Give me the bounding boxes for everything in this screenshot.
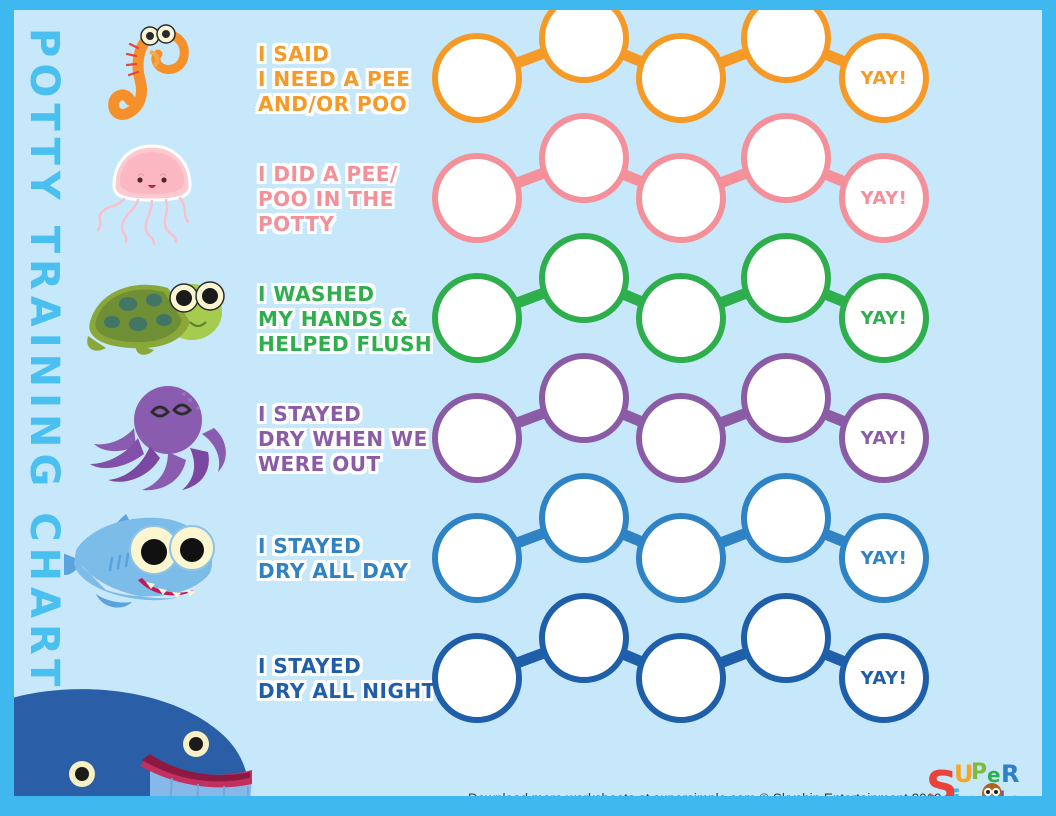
row-label-line: I STAYED xyxy=(258,534,362,558)
svg-text:YAY!: YAY! xyxy=(860,68,908,89)
chart-row: I STAYED DRY WHEN WE WERE OUT YAY! xyxy=(14,353,1042,496)
sticker-track[interactable]: YAY! xyxy=(422,10,1022,136)
super-simple-logo[interactable]: S U P e R i m p l e xyxy=(924,762,1036,796)
turtle-icon xyxy=(64,256,234,376)
footer-credit: Download more worksheets at supersimple.… xyxy=(468,791,942,796)
svg-text:m: m xyxy=(960,787,987,796)
row-label-line: POTTY xyxy=(258,212,335,236)
row-label-line: I WASHED xyxy=(258,282,375,306)
svg-text:S: S xyxy=(926,762,958,796)
chart-row: I DID A PEE/POO IN THE POTTY YAY! xyxy=(14,113,1042,256)
sticker-track[interactable]: YAY! xyxy=(422,233,1022,376)
svg-text:R: R xyxy=(1001,762,1019,788)
row-label-line: AND/OR POO xyxy=(258,92,408,116)
row-label-line: POO IN THE xyxy=(258,187,394,211)
chart-row: I STAYED DRY ALL DAY YAY! xyxy=(14,473,1042,616)
octopus-icon xyxy=(64,376,234,496)
sticker-track[interactable]: YAY! xyxy=(422,113,1022,256)
svg-text:i: i xyxy=(952,785,961,796)
row-label-line: I STAYED xyxy=(258,402,362,426)
row-label: I SAID I NEED A PEE AND/OR POO xyxy=(258,42,438,117)
chart-row: I SAID I NEED A PEE AND/OR POO YAY! xyxy=(14,10,1042,136)
chart-row: I STAYED DRY ALL NIGHT YAY! xyxy=(14,593,1042,736)
row-label-line: I NEED A PEE xyxy=(258,67,411,91)
row-label-line: HELPED FLUSH xyxy=(258,332,433,356)
row-label-line: I STAYED xyxy=(258,654,362,678)
row-label-line: WERE OUT xyxy=(258,452,381,476)
shark-icon xyxy=(64,496,234,616)
svg-text:YAY!: YAY! xyxy=(860,428,908,449)
row-label-line: I DID A PEE/ xyxy=(258,162,398,186)
chart-row: I WASHED MY HANDS & HELPED FLUSH YAY! xyxy=(14,233,1042,376)
svg-text:YAY!: YAY! xyxy=(860,188,908,209)
seahorse-icon xyxy=(64,16,234,136)
row-label: I STAYED DRY ALL NIGHT xyxy=(258,654,438,704)
svg-text:P: P xyxy=(971,762,987,785)
svg-text:YAY!: YAY! xyxy=(860,668,908,689)
jellyfish-icon xyxy=(64,136,234,256)
whale-icon xyxy=(14,674,310,796)
worksheet-panel: POTTY TRAINING CHART I SAID I NEED A P xyxy=(14,10,1042,796)
row-label-line: DRY WHEN WE xyxy=(258,427,428,451)
sticker-track[interactable]: YAY! xyxy=(422,473,1022,616)
row-label: I DID A PEE/POO IN THE POTTY xyxy=(258,162,438,237)
svg-text:e: e xyxy=(1006,787,1024,796)
row-label: I STAYED DRY ALL DAY xyxy=(258,534,438,584)
svg-text:YAY!: YAY! xyxy=(860,548,908,569)
row-label-line: DRY ALL NIGHT xyxy=(258,679,436,703)
sticker-track[interactable]: YAY! xyxy=(422,353,1022,496)
bottom-border xyxy=(0,800,1056,816)
svg-text:YAY!: YAY! xyxy=(860,308,908,329)
svg-text:e: e xyxy=(987,763,1001,787)
row-label-line: I SAID xyxy=(258,42,330,66)
svg-text:U: U xyxy=(954,762,974,788)
row-label: I STAYED DRY WHEN WE WERE OUT xyxy=(258,402,438,477)
row-label-line: DRY ALL DAY xyxy=(258,559,409,583)
row-label: I WASHED MY HANDS & HELPED FLUSH xyxy=(258,282,438,357)
row-label-line: MY HANDS & xyxy=(258,307,409,331)
sticker-track[interactable]: YAY! xyxy=(422,593,1022,736)
